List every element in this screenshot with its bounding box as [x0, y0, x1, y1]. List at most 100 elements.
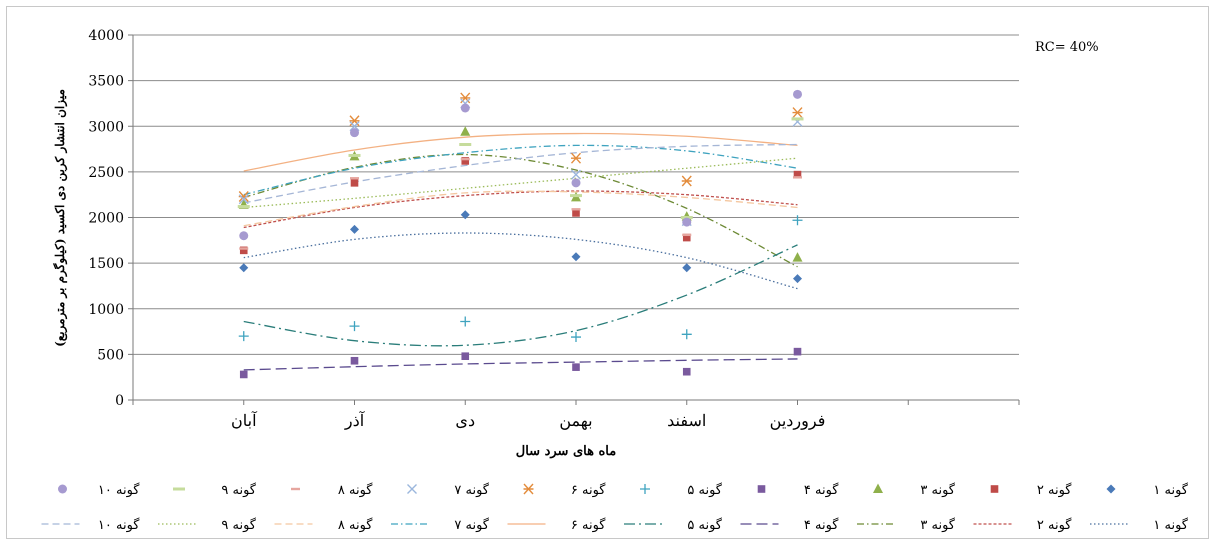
point-series-6: [570, 152, 582, 164]
point-series-6: [792, 107, 803, 119]
x-axis-label: ماه های سرد سال: [516, 444, 616, 459]
legend-trend-label: گونه ۱۰: [98, 517, 140, 533]
point-series-6: [681, 175, 692, 187]
point-series-4: [793, 347, 802, 356]
legend-trend-label: گونه ۹: [221, 517, 256, 533]
point-series-9: [348, 153, 361, 157]
point-series-7: [349, 121, 360, 132]
point-series-1: [460, 210, 470, 220]
legend-marker-label: گونه ۴: [804, 482, 839, 498]
legend-trend-label: گونه ۷: [454, 517, 489, 533]
point-series-3: [792, 252, 803, 262]
y-tick-label: 500: [97, 347, 124, 363]
legend: گونه ۱ گونه ۲ گونه ۳ گونه ۴ گونه ۵ گونه ۶ گونه…: [41, 482, 1189, 533]
point-series-4: [239, 370, 248, 379]
trendline-4: [243, 358, 798, 371]
point-series-1: [793, 274, 802, 284]
point-series-8: [571, 208, 581, 211]
point-series-8: [350, 177, 359, 180]
point-series-8: [460, 157, 470, 161]
trendlines: [243, 132, 798, 371]
legend-trend-label: گونه ۴: [804, 517, 839, 533]
point-series-5: [792, 215, 803, 226]
legend-marker-5: [640, 484, 650, 494]
point-series-10: [571, 178, 581, 188]
point-series-5: [460, 316, 471, 327]
y-tick-label: 2500: [88, 165, 124, 181]
trendline-10: [243, 143, 798, 204]
point-series-5: [238, 331, 249, 342]
legend-marker-3: [873, 483, 883, 493]
point-series-1: [350, 224, 359, 234]
y-axis-label: میزان انتشار کربن دی اکسید (کیلوگرم بر م…: [52, 89, 68, 347]
data-points: [237, 89, 804, 379]
y-tick-label: 1500: [88, 256, 124, 272]
point-series-8: [793, 176, 802, 179]
point-series-2: [682, 233, 691, 242]
trendline-7: [243, 144, 798, 196]
trendline-9: [243, 157, 798, 209]
point-series-2: [350, 179, 359, 187]
point-series-9: [791, 117, 804, 121]
legend-marker-9: [173, 487, 185, 491]
point-series-1: [239, 263, 249, 273]
point-series-2: [572, 209, 580, 217]
y-tick-label: 0: [115, 393, 124, 409]
legend-marker-6: [523, 483, 534, 495]
y-tick-label: 2000: [88, 211, 124, 227]
point-series-4: [682, 367, 691, 376]
point-series-8: [239, 247, 249, 250]
x-tick-label: آذر: [344, 410, 366, 430]
point-series-7: [571, 169, 581, 180]
legend-marker-label: گونه ۶: [571, 482, 606, 498]
legend-marker-1: [1106, 484, 1116, 494]
point-series-4: [572, 363, 580, 371]
point-series-7: [238, 194, 249, 205]
legend-trend-label: گونه ۱: [1153, 517, 1188, 533]
point-series-10: [793, 89, 802, 99]
point-series-3: [460, 126, 471, 136]
point-series-5: [571, 332, 581, 343]
point-series-4: [350, 356, 359, 365]
x-tick-label: دی: [455, 411, 475, 430]
legend-marker-7: [407, 484, 417, 494]
trendline-6: [243, 132, 798, 172]
y-tick-label: 3000: [88, 119, 124, 135]
point-series-2: [461, 157, 470, 165]
axes: 0 500 1000 1500 2000 2500 3000 3500 4000 آبان آذر د…: [88, 28, 1020, 430]
point-series-9: [680, 216, 693, 219]
gridlines: [133, 34, 1019, 355]
point-series-5: [681, 329, 692, 340]
legend-trend-label: گونه ۸: [338, 517, 373, 533]
point-series-2: [239, 246, 248, 255]
point-series-10: [350, 128, 359, 138]
point-series-9: [570, 194, 582, 198]
legend-marker-10: [58, 484, 67, 494]
point-series-1: [571, 252, 581, 262]
legend-marker-label: گونه ۱۰: [98, 482, 140, 498]
point-series-8: [682, 233, 692, 237]
point-series-9: [459, 143, 472, 146]
legend-marker-8: [291, 487, 300, 491]
legend-trend-label: گونه ۳: [920, 517, 955, 533]
legend-trend-label: گونه ۵: [687, 517, 722, 533]
point-series-2: [793, 170, 802, 179]
legend-marker-label: گونه ۳: [920, 482, 955, 498]
legend-trend-label: گونه ۲: [1037, 517, 1072, 533]
point-series-10: [239, 231, 249, 241]
point-series-4: [461, 352, 470, 360]
legend-marker-4: [757, 485, 766, 493]
point-series-9: [237, 205, 250, 209]
legend-marker-2: [990, 485, 999, 493]
x-tick-label: اسفند: [667, 411, 706, 430]
y-tick-label: 4000: [88, 28, 124, 44]
legend-marker-label: گونه ۵: [687, 482, 722, 498]
trendline-3: [243, 153, 798, 268]
point-series-10: [460, 103, 470, 113]
rc-annotation: RC= 40%: [1035, 40, 1099, 55]
x-tick-label: بهمن: [559, 411, 592, 430]
y-tick-label: 1000: [88, 302, 124, 318]
trendline-8: [243, 190, 798, 227]
point-series-10: [682, 217, 692, 227]
legend-marker-label: گونه ۷: [454, 482, 489, 498]
